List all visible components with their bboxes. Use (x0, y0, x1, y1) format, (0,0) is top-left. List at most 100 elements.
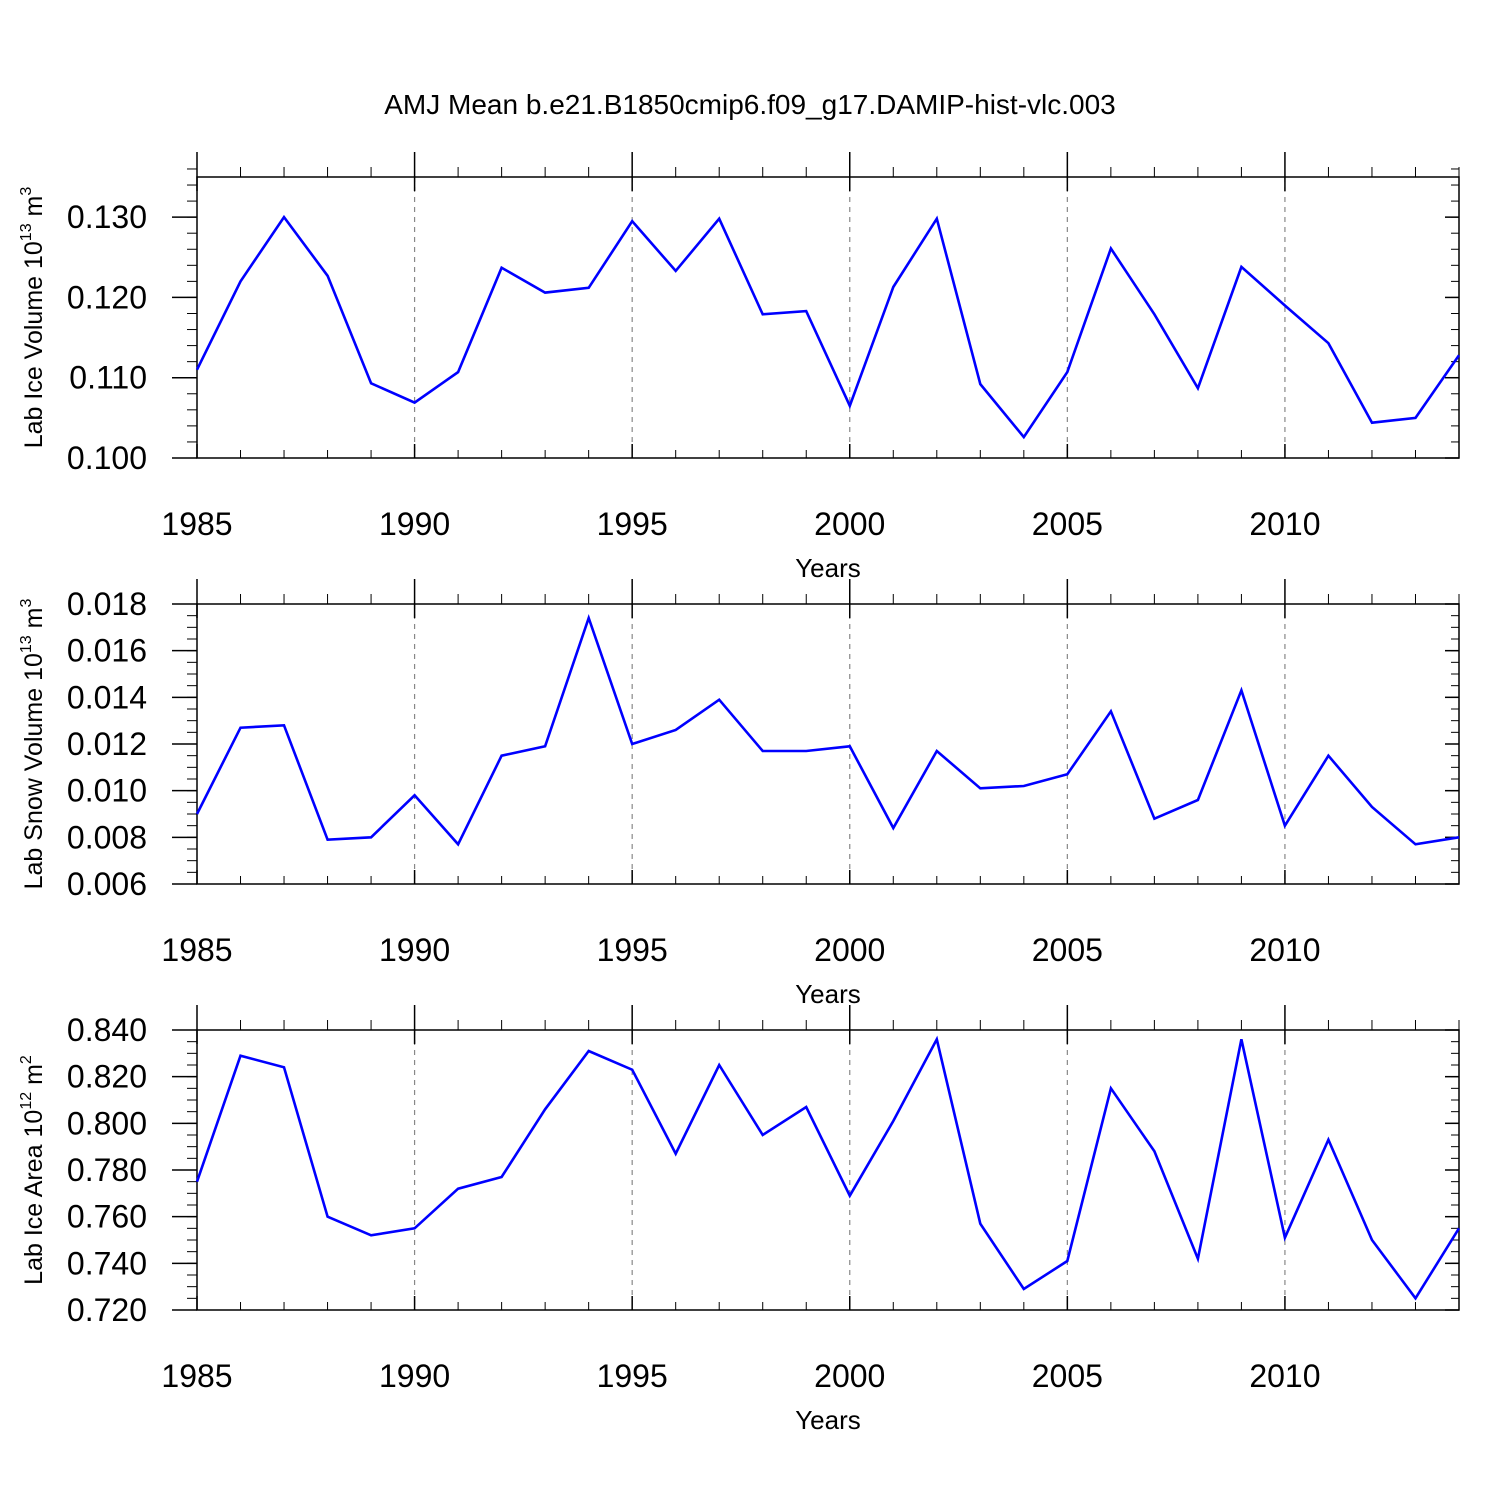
lab-ice-volume-data-point (1326, 341, 1330, 345)
lab-ice-area-data-point (413, 1226, 417, 1230)
lab-ice-volume-data-point (1370, 421, 1374, 425)
lab-snow-volume-data-point (761, 749, 765, 753)
lab-ice-volume-data-point (500, 266, 504, 270)
lab-ice-volume-x-axis-label: Years (795, 553, 861, 583)
lab-ice-volume-data-point (369, 381, 373, 385)
lab-ice-area-data-point (1370, 1238, 1374, 1242)
lab-ice-volume-data-point (674, 269, 678, 273)
lab-snow-volume-data-point (891, 826, 895, 830)
lab-ice-area-y-axis-label: Lab Ice Area 1012 m2 (18, 1055, 48, 1285)
lab-snow-volume-x-tick-label: 2010 (1249, 932, 1320, 968)
lab-ice-volume-data-point (326, 274, 330, 278)
lab-snow-volume-data-point (1109, 709, 1113, 713)
lab-snow-volume-data-point (1152, 817, 1156, 821)
lab-ice-area-x-tick-label: 2005 (1032, 1358, 1103, 1394)
lab-ice-area-data-point (1239, 1037, 1243, 1041)
lab-ice-volume-data-point (1283, 303, 1287, 307)
lab-ice-area-data-point (369, 1233, 373, 1237)
lab-snow-volume-y-tick-label: 0.012 (67, 726, 147, 762)
lab-ice-volume-y-tick-label: 0.120 (67, 279, 147, 315)
lab-ice-volume-data-point (1196, 386, 1200, 390)
lab-snow-volume-data-point (1326, 754, 1330, 758)
lab-snow-volume-y-tick-label: 0.008 (67, 819, 147, 855)
lab-ice-volume-data-point (935, 217, 939, 221)
lab-snow-volume-data-point (239, 726, 243, 730)
lab-ice-volume-x-tick-label: 1985 (161, 506, 232, 542)
lab-snow-volume-series-line (195, 613, 1460, 847)
lab-ice-area-y-tick-label: 0.780 (67, 1152, 147, 1188)
lab-ice-area-data-point (500, 1175, 504, 1179)
lab-ice-volume-x-tick-label: 2010 (1249, 506, 1320, 542)
lab-ice-area-data-point (543, 1107, 547, 1111)
lab-snow-volume-data-point (587, 616, 591, 620)
lab-ice-volume-y-label-main: Lab Ice Volume 10 (20, 241, 48, 448)
lab-ice-area-data-point (456, 1187, 460, 1191)
lab-snow-volume-data-point (369, 835, 373, 839)
lab-ice-area-data-point (935, 1037, 939, 1041)
lab-snow-volume-data-point (195, 812, 199, 816)
lab-ice-volume-y-label-exp: 13 (18, 223, 35, 241)
lab-snow-volume-y-label-unit: m (20, 608, 48, 636)
lab-ice-volume-data-point (1022, 435, 1026, 439)
lab-ice-area-y-tick-label: 0.760 (67, 1199, 147, 1235)
lab-ice-area-x-tick-label: 2000 (814, 1358, 885, 1394)
lab-snow-volume-x-axis-label: Years (795, 979, 861, 1009)
lab-ice-area-data-point (1022, 1287, 1026, 1291)
lab-ice-volume-data-point (717, 217, 721, 221)
lab-snow-volume-data-point (326, 838, 330, 842)
lab-snow-volume-y-tick-label: 0.006 (67, 866, 147, 902)
lab-ice-area-data-point (761, 1133, 765, 1137)
lab-snow-volume-data-point (543, 744, 547, 748)
lab-ice-volume-x-tick-label: 2005 (1032, 506, 1103, 542)
lab-snow-volume-y-label-unit-exp: 3 (18, 599, 35, 608)
lab-ice-area-y-label-unit-exp: 2 (18, 1055, 35, 1064)
lab-ice-volume-data-point (1413, 416, 1417, 420)
lab-ice-area-data-point (282, 1065, 286, 1069)
lab-ice-volume-data-point (1109, 246, 1113, 250)
lab-snow-volume-x-tick-label: 1985 (161, 932, 232, 968)
lab-ice-volume-data-point (978, 382, 982, 386)
figure-title: AMJ Mean b.e21.B1850cmip6.f09_g17.DAMIP-… (384, 89, 1116, 120)
lab-ice-area-data-point (239, 1054, 243, 1058)
lab-ice-area-data-point (891, 1119, 895, 1123)
lab-snow-volume-y-tick-label: 0.016 (67, 633, 147, 669)
lab-ice-area-data-point (1283, 1236, 1287, 1240)
lab-ice-area-y-label-unit: m (20, 1064, 48, 1092)
lab-ice-area-data-point (587, 1049, 591, 1053)
lab-ice-volume-data-point (1239, 265, 1243, 269)
lab-ice-area-data-point (1109, 1086, 1113, 1090)
lab-snow-volume-data-point (1283, 824, 1287, 828)
lab-ice-area-y-tick-label: 0.800 (67, 1105, 147, 1141)
lab-ice-area-data-point (1065, 1259, 1069, 1263)
lab-ice-area-x-tick-label: 1985 (161, 1358, 232, 1394)
lab-ice-volume-data-point (630, 219, 634, 223)
lab-ice-volume-data-point (587, 286, 591, 290)
lab-ice-area-panel: 0.720 0.740 0.760 0.780 0.800 0.820 0.840 1985 1… (18, 1005, 1461, 1435)
lab-ice-volume-data-point (1065, 370, 1069, 374)
lab-snow-volume-data-point (1370, 805, 1374, 809)
lab-ice-area-data-point (630, 1068, 634, 1072)
lab-snow-volume-data-point (674, 728, 678, 732)
lab-ice-volume-x-tick-label: 2000 (814, 506, 885, 542)
lab-ice-volume-panel: 0.100 0.110 0.120 0.130 1985 1990 1995 2000 2005… (18, 152, 1461, 583)
lab-ice-volume-data-point (1152, 312, 1156, 316)
lab-snow-volume-data-point (1022, 784, 1026, 788)
lab-ice-area-y-tick-label: 0.820 (67, 1059, 147, 1095)
lab-snow-volume-data-point (848, 744, 852, 748)
lab-ice-volume-data-point (804, 309, 808, 313)
lab-ice-area-y-label-exp: 12 (18, 1092, 35, 1110)
lab-ice-area-data-point (717, 1063, 721, 1067)
lab-ice-area-data-point (978, 1222, 982, 1226)
lab-snow-volume-y-tick-label: 0.018 (67, 586, 147, 622)
lab-ice-area-data-point (1152, 1149, 1156, 1153)
lab-snow-volume-data-point (1413, 842, 1417, 846)
lab-snow-volume-data-point (500, 754, 504, 758)
lab-snow-volume-y-label-main: Lab Snow Volume 10 (20, 653, 48, 889)
lab-snow-volume-data-point (1196, 798, 1200, 802)
lab-ice-area-y-label-main: Lab Ice Area 10 (20, 1110, 48, 1285)
lab-ice-volume-data-point (891, 285, 895, 289)
lab-snow-volume-data-point (978, 786, 982, 790)
lab-ice-volume-data-point (848, 404, 852, 408)
lab-snow-volume-x-tick-label: 2005 (1032, 932, 1103, 968)
